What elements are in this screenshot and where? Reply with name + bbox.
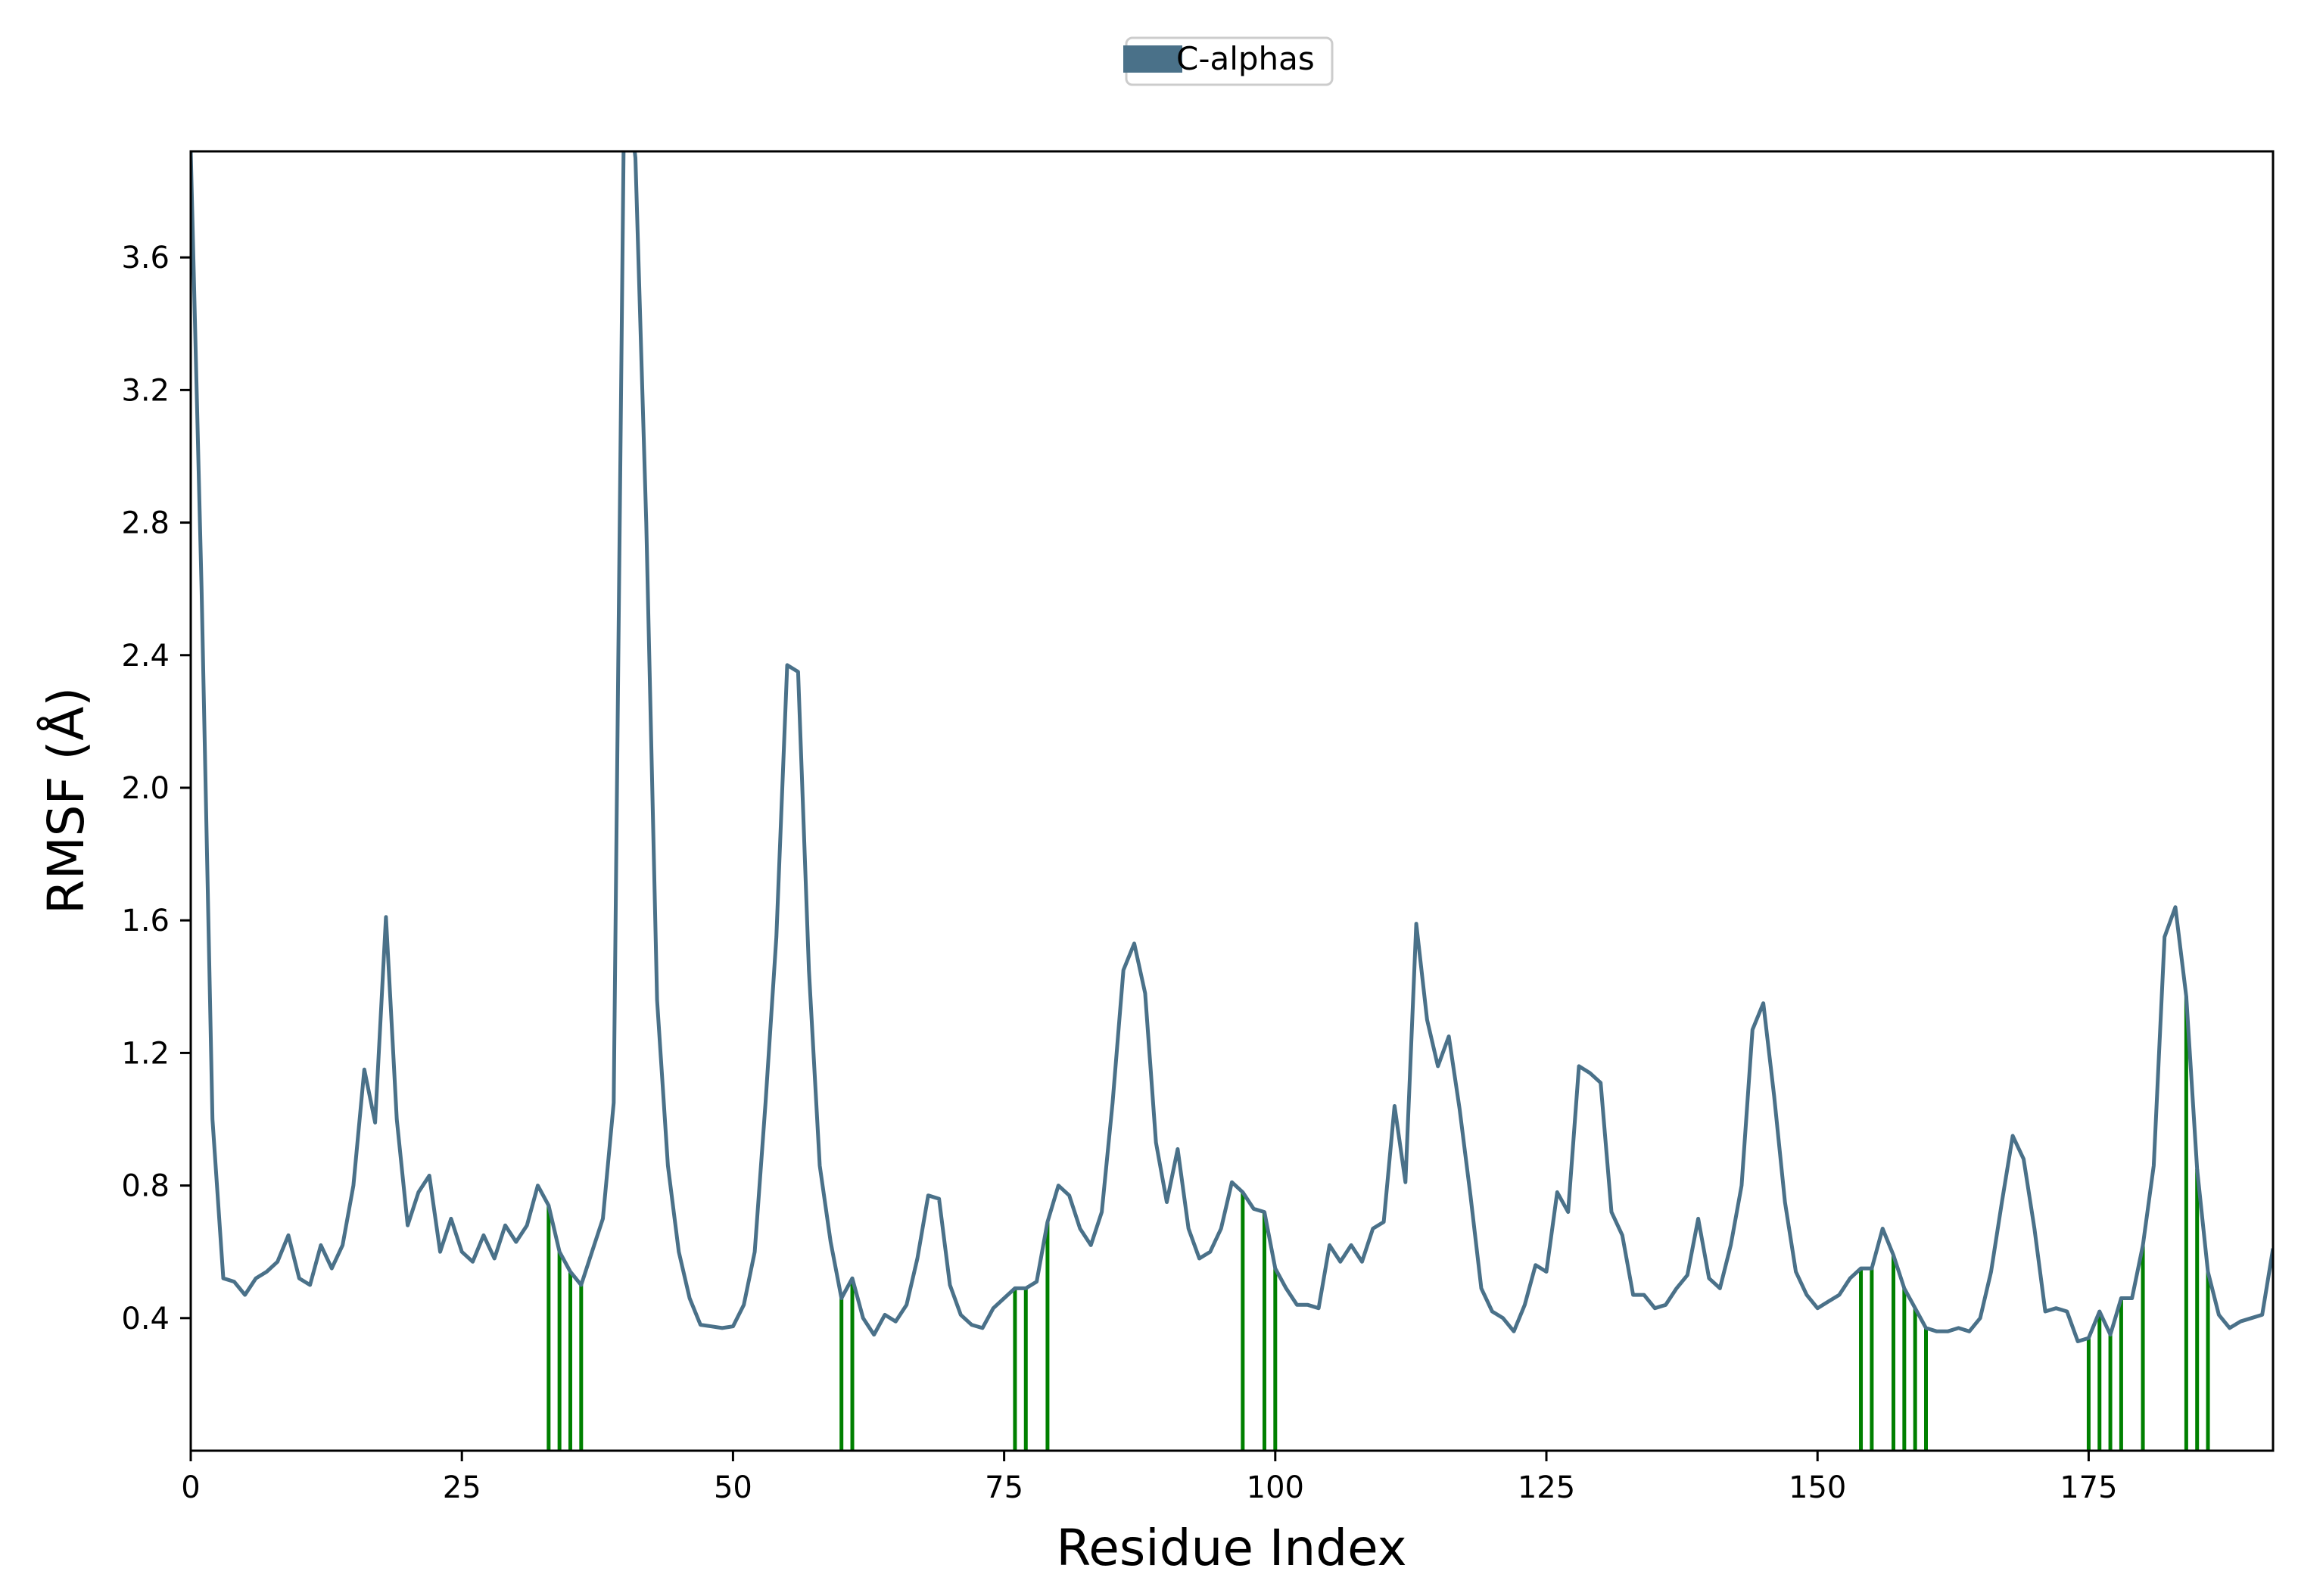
legend: C-alphas: [1123, 36, 1334, 86]
y-axis-title: RMSF (Å): [37, 687, 95, 914]
x-tick-label: 175: [2060, 1470, 2117, 1505]
x-axis-title: Residue Index: [1056, 1519, 1406, 1577]
x-tick-label: 75: [985, 1470, 1023, 1505]
x-tick-label: 125: [1518, 1470, 1575, 1505]
x-axis: 0 25 50 75 100 125 150 175: [181, 1451, 2118, 1505]
y-axis: 0.4 0.8 1.2 1.6 2.0 2.4 2.8 3.2 3.6: [121, 241, 191, 1336]
y-tick-label: 3.6: [121, 241, 170, 275]
x-tick-label: 50: [714, 1470, 752, 1505]
y-tick-label: 3.2: [121, 373, 170, 408]
y-tick-label: 2.4: [121, 639, 170, 674]
plot-frame: [189, 150, 2275, 1452]
x-tick-label: 150: [1789, 1470, 1846, 1505]
x-tick-label: 0: [181, 1470, 200, 1505]
y-tick-label: 2.0: [121, 771, 170, 806]
x-tick-label: 100: [1247, 1470, 1304, 1505]
legend-swatch: [1123, 45, 1182, 73]
series-layer: [191, 151, 2273, 1343]
y-tick-label: 0.8: [121, 1169, 170, 1204]
contact-markers: [546, 996, 2210, 1451]
legend-label: C-alphas: [1176, 40, 1315, 77]
x-tick-label: 25: [443, 1470, 481, 1505]
y-tick-label: 1.2: [121, 1036, 170, 1071]
y-tick-label: 1.6: [121, 904, 170, 938]
y-tick-label: 2.8: [121, 506, 170, 541]
series-line-c-alphas: [191, 151, 2273, 1343]
y-tick-label: 0.4: [121, 1302, 170, 1336]
